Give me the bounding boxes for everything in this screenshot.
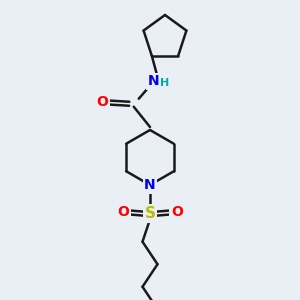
Text: N: N [148,74,160,88]
Text: N: N [144,178,156,192]
Text: S: S [145,206,155,221]
Text: O: O [117,206,129,220]
Text: H: H [160,77,169,88]
Text: O: O [171,206,183,220]
Text: O: O [97,95,108,110]
